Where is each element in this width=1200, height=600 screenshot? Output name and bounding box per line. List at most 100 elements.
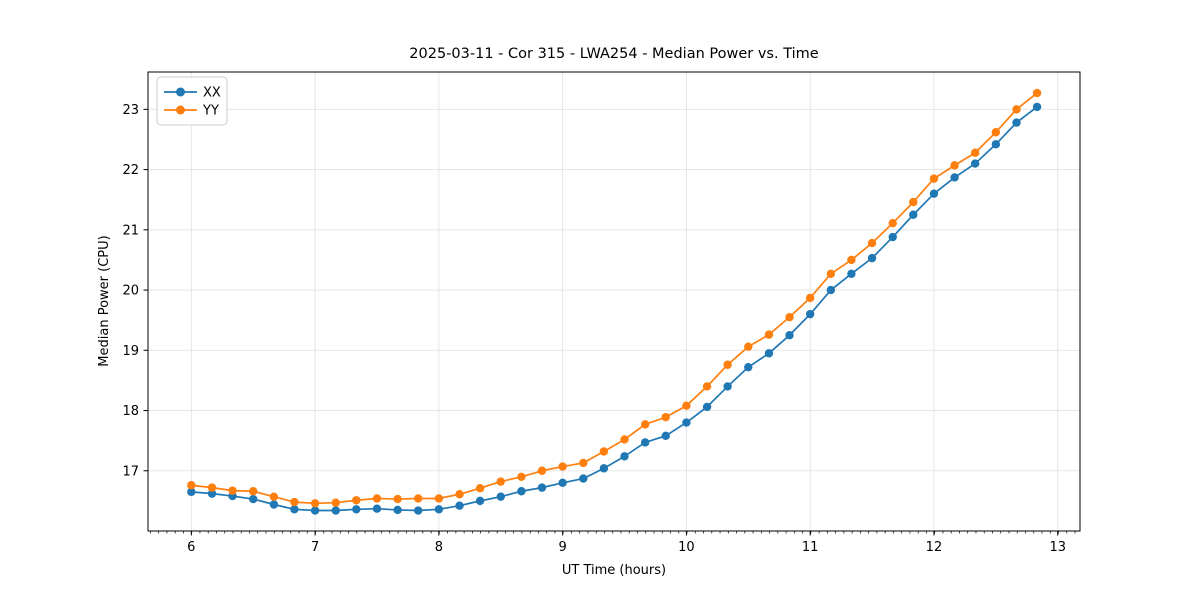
series-YY-point	[331, 498, 340, 507]
series-YY-point	[888, 218, 897, 228]
y-tick-label: 19	[122, 344, 139, 359]
series-XX-point	[290, 505, 299, 514]
series-XX-point	[764, 349, 774, 358]
series-XX-point	[269, 500, 279, 509]
series-XX-point	[352, 505, 361, 514]
series-YY-point	[909, 197, 918, 207]
series-YY-point	[970, 148, 980, 157]
series-XX-point	[702, 402, 712, 412]
series-XX-point	[1032, 102, 1042, 112]
axes-spines	[147, 71, 1081, 532]
series-XX-point	[475, 496, 485, 506]
series-YY-point	[290, 497, 299, 507]
series-YY-point	[929, 174, 939, 183]
series-YY-point	[950, 161, 959, 170]
legend-marker-icon	[176, 105, 185, 115]
series-YY-point	[249, 487, 258, 496]
series-XX-point	[558, 478, 567, 488]
series-YY-point	[269, 492, 279, 501]
series-XX-point	[909, 210, 918, 219]
series-XX-point	[682, 418, 691, 427]
series-XX-point	[579, 474, 588, 483]
series-XX-point	[331, 506, 340, 515]
series-XX-point	[867, 253, 877, 263]
series-YY-point	[847, 255, 856, 265]
series-YY-point	[372, 494, 382, 503]
series-XX-point	[455, 501, 464, 510]
chart-title: 2025-03-11 - Cor 315 - LWA254 - Median P…	[409, 46, 818, 62]
series-XX-point	[372, 504, 382, 513]
series-YY-point	[207, 483, 217, 492]
series-XX-point	[620, 452, 629, 461]
series-YY-point	[640, 420, 650, 429]
series-XX-point	[744, 362, 753, 372]
series-YY-point	[228, 486, 237, 495]
y-tick-label: 18	[122, 404, 139, 419]
series-YY-point	[744, 342, 753, 351]
series-YY-point	[310, 499, 320, 508]
series-XX-point	[785, 331, 794, 340]
y-tick-label: 22	[122, 163, 139, 178]
series-YY-point	[620, 435, 629, 444]
series-XX-point	[661, 431, 670, 441]
series-XX-point	[496, 492, 505, 501]
series-XX-point	[888, 232, 897, 242]
series-YY-point	[434, 494, 444, 503]
x-tick-label: 7	[311, 540, 319, 555]
series-XX-point	[393, 505, 402, 515]
y-tick-label: 21	[122, 223, 139, 238]
series-XX-point	[599, 464, 609, 473]
series-YY-point	[723, 360, 732, 369]
series-YY-point	[455, 490, 464, 499]
x-tick-label: 9	[558, 540, 566, 555]
series-XX-point	[517, 487, 526, 496]
series-YY-point	[805, 293, 815, 303]
series-YY-point	[579, 458, 588, 468]
legend-label-XX: XX	[203, 86, 221, 101]
x-axis-label: UT Time (hours)	[562, 563, 666, 578]
series-YY-point	[537, 466, 547, 475]
series-XX-point	[310, 506, 320, 515]
legend: XX YY	[156, 76, 228, 126]
series-YY-point	[785, 312, 794, 322]
series-YY-point	[702, 382, 712, 391]
series-XX-point	[970, 159, 980, 168]
series-YY-point	[764, 330, 774, 339]
y-tick-label: 20	[122, 284, 139, 299]
series-XX-point	[434, 505, 444, 514]
series-XX-point	[640, 438, 650, 447]
series-XX-point	[187, 487, 196, 497]
series-YY-point	[475, 484, 485, 493]
series-YY-point	[826, 269, 836, 278]
series-XX-line	[190, 106, 1038, 512]
tick-layer: 6 7 8 9 10 11 12 13 17 18 19 20 21 22 23	[122, 103, 1076, 555]
series-XX-point	[826, 285, 836, 295]
series-YY-point	[558, 462, 567, 471]
series-XX-point	[413, 506, 423, 515]
series-YY-point	[991, 128, 1001, 137]
series-XX-point	[723, 382, 732, 391]
series-YY-point	[867, 238, 877, 248]
series-YY-point	[599, 447, 609, 456]
series-YY-point	[682, 401, 691, 410]
series-YY-point	[187, 481, 196, 490]
x-tick-label: 12	[926, 540, 943, 555]
series-YY-point	[1032, 88, 1042, 98]
legend-marker-icon	[176, 87, 185, 97]
x-tick-label: 13	[1049, 540, 1066, 555]
series-YY-point	[393, 494, 402, 504]
legend-box	[156, 76, 228, 126]
series-XX-point	[537, 483, 547, 492]
series-YY-point	[1012, 105, 1021, 114]
y-tick-label: 23	[122, 103, 139, 118]
x-tick-label: 6	[187, 540, 195, 555]
legend-label-YY: YY	[202, 104, 219, 119]
series-YY-point	[496, 477, 505, 486]
series-YY-point	[661, 412, 670, 422]
x-tick-label: 8	[435, 540, 443, 555]
series-XX-point	[805, 309, 815, 319]
series-YY-point	[517, 472, 526, 481]
series-layer	[187, 88, 1042, 515]
